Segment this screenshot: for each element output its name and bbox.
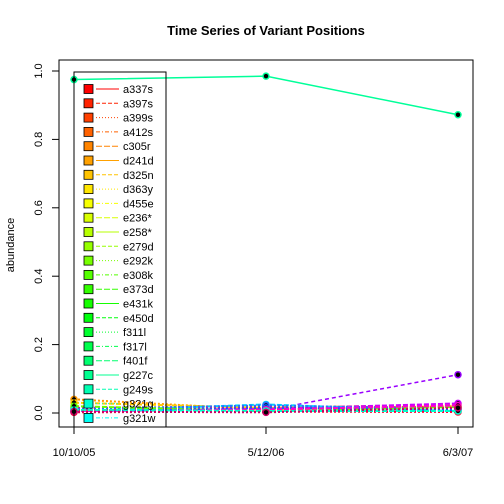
axes: 0.0 0.2 0.4 0.6 0.8 1.0 10/10/05 5/12/06 6/3/07 [33,63,473,459]
legend-swatch [83,241,94,252]
x-tick-label: 10/10/05 [53,447,96,459]
legend-label: g321g [123,399,154,411]
legend-label: e450d [123,313,154,325]
legend-label: a412s [123,127,153,139]
legend-swatch [83,327,94,338]
legend-label: g249s [123,384,153,396]
series-point [454,404,462,412]
y-tick-label: 0.2 [33,337,45,352]
legend-label: g321w [123,413,155,425]
legend-swatch [83,355,94,366]
legend-label: f401f [123,356,148,368]
legend-swatch [83,184,94,195]
legend-swatch [83,370,94,380]
y-tick-label: 1.0 [33,63,45,78]
legend-swatch [83,198,94,209]
legend-label: d455e [123,198,154,210]
x-tick-label: 5/12/06 [248,447,285,459]
legend-swatch [83,284,94,295]
legend-label: g227c [123,370,153,382]
series-lines [70,72,462,417]
chart-title: Time Series of Variant Positions [167,23,365,38]
legend-swatch [83,112,94,123]
legend-label: f317l [123,341,147,353]
legend-label: e308k [123,270,153,282]
series-point [262,408,270,417]
legend-swatch [83,384,94,395]
legend-label: c305r [123,141,151,153]
legend-label: a337s [123,84,153,96]
legend-label: d363y [123,184,153,196]
legend-swatch [83,398,94,409]
legend-swatch [83,255,94,266]
legend-swatch [83,127,94,137]
x-tick-label: 6/3/07 [443,447,474,459]
legend-swatch [83,341,94,352]
series-point [454,111,462,119]
legend-label: f311l [123,327,146,339]
legend-label: d325n [123,170,154,182]
legend-label: e431k [123,299,153,311]
legend-swatch [83,212,94,223]
y-tick-label: 0.6 [33,200,45,215]
legend-swatch [83,298,94,309]
legend-swatch [83,155,94,166]
legend-swatch [83,412,94,423]
legend-swatch [83,312,94,323]
y-tick-label: 0.4 [33,269,45,284]
legend-box [73,71,167,428]
y-tick-label: 0.8 [33,132,45,147]
legend-label: e258* [123,227,152,239]
legend-label: a397s [123,98,153,110]
legend-label: e373d [123,284,154,296]
legend-swatch [83,84,94,94]
legend-swatch [83,141,94,152]
series-point [262,72,270,80]
y-axis-label: abundance [5,218,17,272]
legend-swatch [83,169,94,180]
legend-swatch [83,269,94,280]
legend-swatch [83,227,94,237]
legend-label: e292k [123,256,153,268]
legend-label: e236* [123,213,152,225]
series-point [454,370,462,379]
legend: a337s a397s a399s a412s c305r d241d d325n d363y… [73,71,167,428]
y-tick-label: 0.0 [33,405,45,420]
legend-label: d241d [123,156,154,168]
legend-label: a399s [123,113,153,125]
legend-swatch [83,98,94,109]
legend-label: e279d [123,241,154,253]
